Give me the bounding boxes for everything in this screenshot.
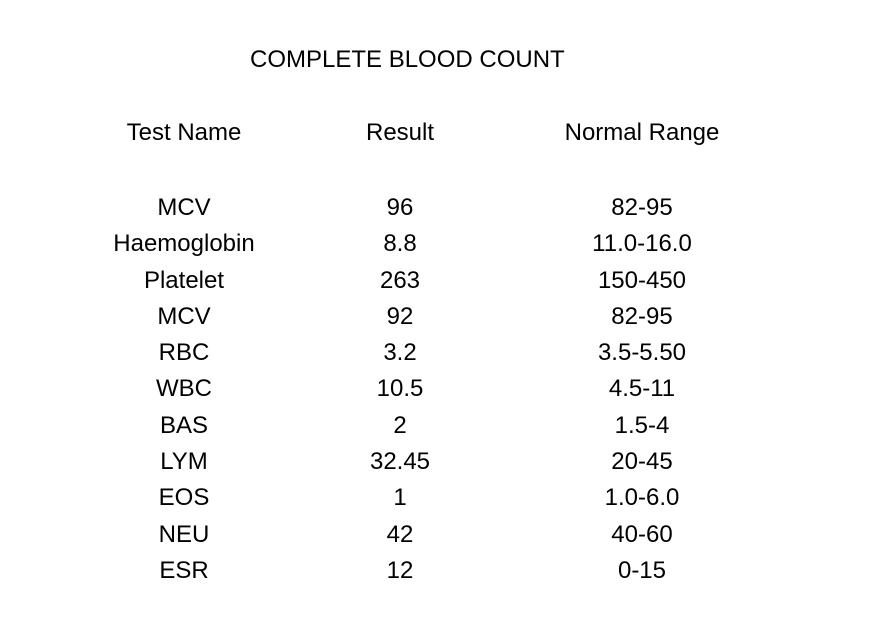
result-cell: 1 xyxy=(393,484,407,512)
test-name-cell: LYM xyxy=(160,448,208,476)
test-name-cell: Platelet xyxy=(143,266,225,294)
test-name-cell: RBC xyxy=(158,339,210,367)
test-name-cell: MCV xyxy=(157,302,211,330)
header-result: Result xyxy=(365,119,435,146)
result-cell: 12 xyxy=(386,556,414,584)
normal-range-cell: 150-450 xyxy=(597,266,687,294)
test-name-column: MCV Haemoglobin Platelet MCV RBC WBC BAS… xyxy=(84,190,284,589)
result-column: 96 8.8 263 92 3.2 10.5 2 32.45 1 42 12 xyxy=(300,190,500,589)
result-cell: 92 xyxy=(386,302,414,330)
normal-range-cell: 82-95 xyxy=(611,302,673,330)
normal-range-cell: 1.5-4 xyxy=(614,411,670,439)
result-cell: 2 xyxy=(393,411,407,439)
result-cell: 263 xyxy=(379,266,421,294)
test-name-cell: NEU xyxy=(158,520,210,548)
header-normal-range: Normal Range xyxy=(564,119,720,146)
test-name-cell: WBC xyxy=(156,375,212,403)
test-name-cell: ESR xyxy=(159,556,209,584)
header-test-name: Test Name xyxy=(126,119,242,146)
result-cell: 42 xyxy=(386,520,414,548)
normal-range-cell: 40-60 xyxy=(611,520,673,548)
result-cell: 8.8 xyxy=(383,230,417,258)
document-title: COMPLETE BLOOD COUNT xyxy=(250,46,565,73)
test-name-cell: Haemoglobin xyxy=(113,230,255,258)
result-cell: 3.2 xyxy=(383,339,417,367)
result-cell: 96 xyxy=(386,194,414,221)
normal-range-cell: 20-45 xyxy=(611,448,673,476)
normal-range-cell: 11.0-16.0 xyxy=(592,230,692,258)
test-name-cell: BAS xyxy=(159,411,209,439)
normal-range-cell: 0-15 xyxy=(617,556,667,584)
normal-range-cell: 1.0-6.0 xyxy=(604,484,680,512)
result-cell: 32.45 xyxy=(369,448,431,476)
result-cell: 10.5 xyxy=(376,375,424,403)
test-name-cell: EOS xyxy=(158,484,210,512)
normal-range-column: 82-95 11.0-16.0 150-450 82-95 3.5-5.50 4… xyxy=(542,190,742,589)
normal-range-cell: 82-95 xyxy=(611,194,673,221)
normal-range-cell: 4.5-11 xyxy=(608,375,676,403)
normal-range-cell: 3.5-5.50 xyxy=(597,339,687,367)
test-name-cell: MCV xyxy=(157,194,211,221)
